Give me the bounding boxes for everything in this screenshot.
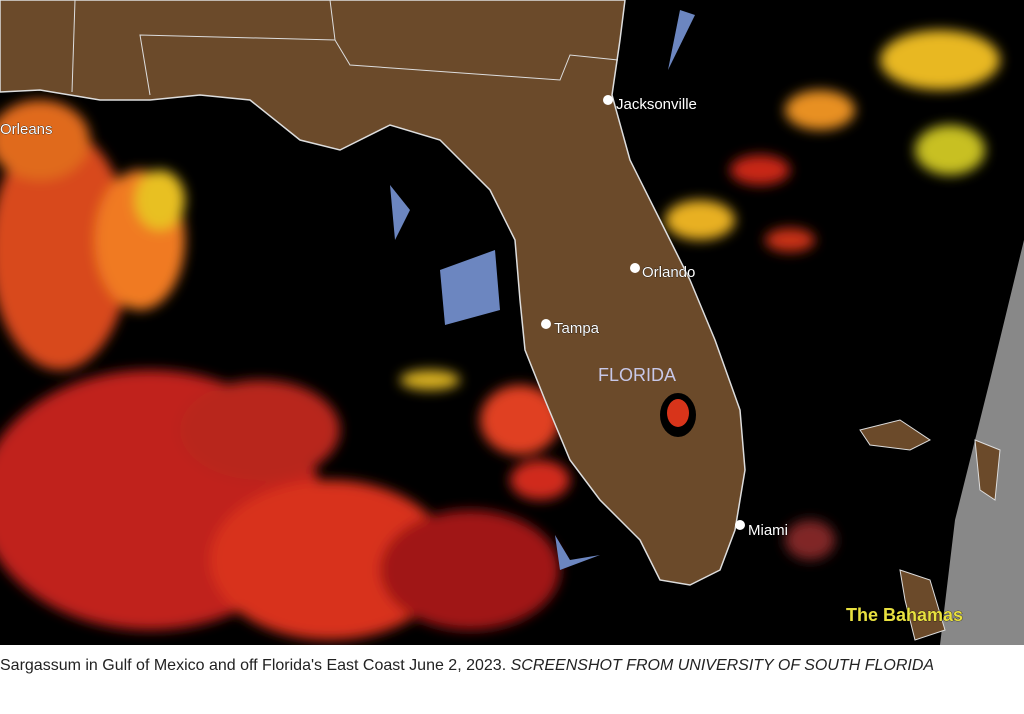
city-dots xyxy=(541,95,745,530)
lake-sargassum xyxy=(667,399,689,427)
bahamas-islands xyxy=(859,419,1001,641)
cloud-mask xyxy=(390,10,695,570)
caption-credit: SCREENSHOT FROM UNIVERSITY OF SOUTH FLOR… xyxy=(510,657,935,674)
city-label: Tampa xyxy=(554,320,600,337)
city-label: Miami xyxy=(748,522,788,539)
bahamas-label: The Bahamas xyxy=(846,605,963,625)
state-borders xyxy=(71,0,619,96)
city-label: Orlando xyxy=(642,264,695,281)
caption-text: Sargassum in Gulf of Mexico and off Flor… xyxy=(0,657,507,674)
caption: Sargassum in Gulf of Mexico and off Flor… xyxy=(0,655,1020,676)
sargassum-map: Orleans Jacksonville Orlando Tampa Miami… xyxy=(0,0,1024,645)
region-label: FLORIDA xyxy=(598,365,676,385)
city-label: Orleans xyxy=(0,121,53,138)
sargassum xyxy=(0,30,1000,640)
city-label: Jacksonville xyxy=(616,96,697,113)
land xyxy=(0,0,746,586)
